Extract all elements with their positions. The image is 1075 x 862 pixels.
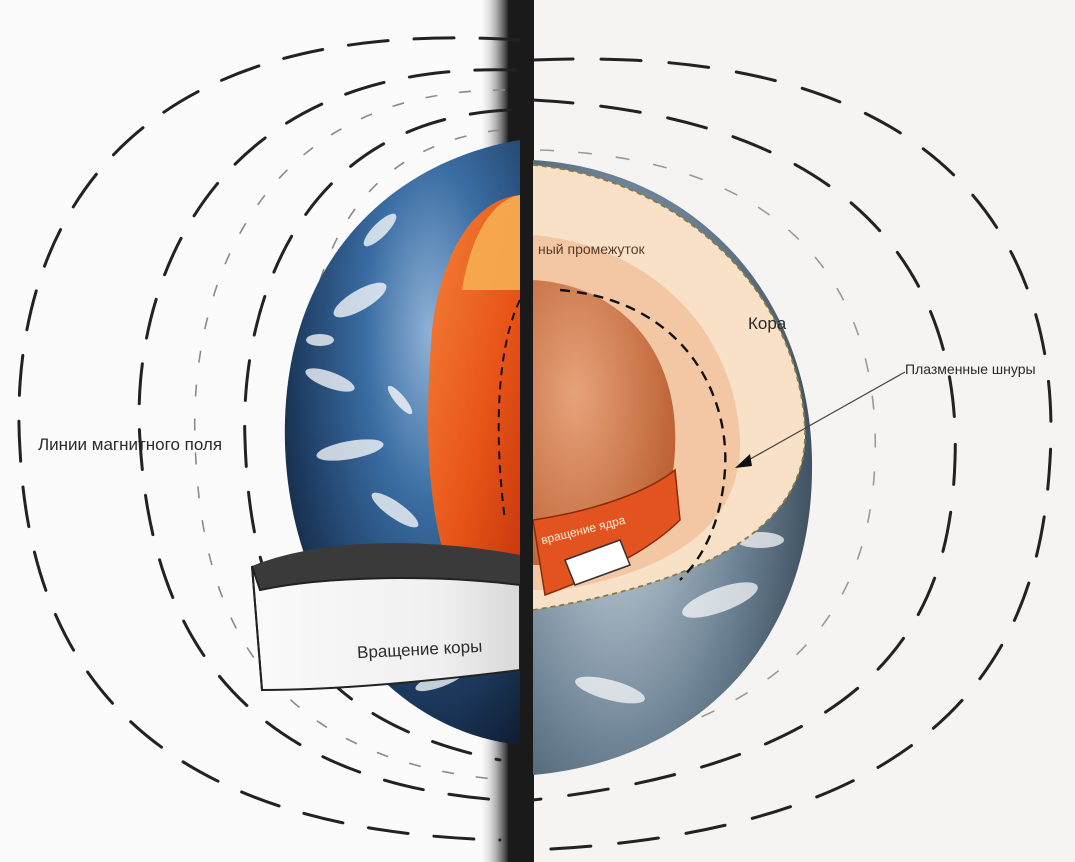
mantle-highlight — [462, 195, 520, 290]
field-line-outer-right — [533, 57, 1053, 852]
crust-rotation-band — [251, 565, 520, 692]
right-half — [533, 57, 1053, 852]
field-line-inner — [243, 108, 512, 762]
crust-band-edge — [251, 565, 263, 691]
field-lines-right-faint — [539, 149, 877, 761]
field-line-outer — [17, 36, 520, 842]
field-line-middle-right — [533, 98, 957, 802]
field-lines-right — [533, 57, 1053, 852]
plasma-cord-left — [497, 299, 520, 521]
core-rotation-arrow-icon — [564, 539, 631, 586]
label-crust: Кора — [748, 314, 787, 333]
label-field-lines: Линии магнитного поля — [38, 435, 223, 454]
plasma-cord-right — [559, 288, 727, 581]
field-lines-left — [17, 36, 520, 842]
field-line-middle — [137, 68, 517, 802]
plasma-cord-arrowhead-icon — [735, 454, 752, 468]
left-half — [17, 36, 520, 842]
label-gap: ный промежуток — [538, 241, 645, 257]
plasma-cord-leader-line — [744, 371, 906, 463]
label-plasma-cords: Плазменные шнуры — [905, 361, 1036, 377]
crust-outline — [533, 164, 806, 611]
